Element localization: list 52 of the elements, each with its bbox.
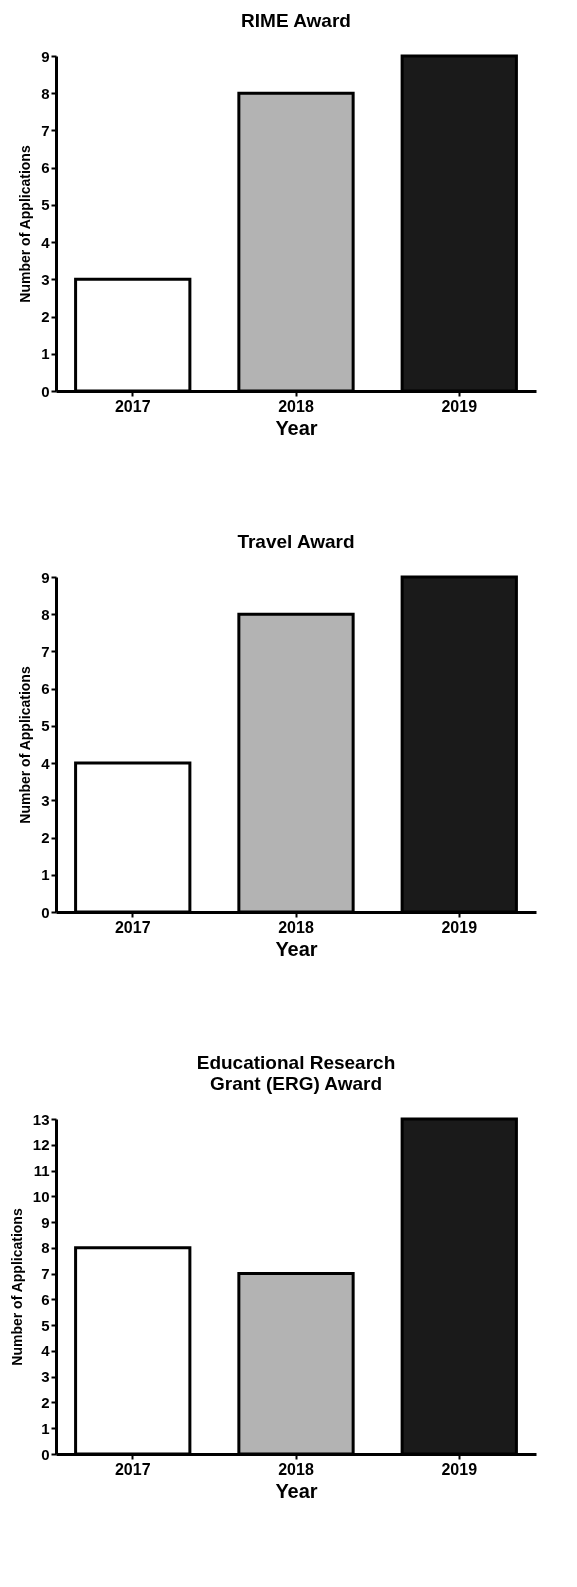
y-tick-label: 5 [41,196,50,214]
y-tick-label: 3 [41,1368,50,1386]
y-axis-title: Number of Applications [8,1208,25,1366]
y-tick-label: 3 [41,791,50,809]
x-tick-label: 2018 [278,1460,314,1478]
y-tick-label: 9 [41,568,50,586]
y-tick-label: 1 [41,866,50,884]
y-tick-label: 11 [33,1162,50,1180]
chart-title: RIME Award [241,10,351,31]
y-tick-label: 0 [41,382,50,400]
y-tick-label: 6 [41,1290,50,1308]
y-tick-label: 6 [41,159,50,177]
y-axis-title: Number of Applications [17,666,34,824]
y-tick-label: 0 [41,903,50,921]
y-tick-label: 4 [41,233,51,251]
y-tick-label: 7 [41,121,50,139]
x-tick-label: 2017 [114,918,151,936]
y-tick-label: 12 [32,1136,50,1154]
x-tick-label: 2018 [278,918,314,936]
y-tick-label: 8 [41,1239,50,1257]
y-tick-label: 2 [41,1393,50,1411]
y-tick-label: 7 [41,1265,50,1283]
y-tick-label: 4 [41,754,51,772]
y-axis-title: Number of Applications [17,145,34,303]
x-tick-label: 2019 [441,918,478,936]
x-tick-label: 2019 [441,1460,478,1478]
x-tick-label: 2018 [278,397,314,415]
y-tick-label: 0 [41,1445,50,1463]
y-tick-label: 2 [41,829,50,847]
chart-title: Travel Award [237,531,355,552]
y-tick-label: 8 [41,605,50,623]
x-axis-title: Year [275,937,318,960]
y-tick-label: 7 [41,642,50,660]
y-tick-label: 8 [41,84,50,102]
x-tick-label: 2019 [441,397,478,415]
y-tick-label: 13 [32,1110,50,1128]
x-tick-label: 2017 [114,1460,151,1478]
y-tick-label: 5 [41,717,50,735]
x-axis-title: Year [275,1479,318,1502]
x-tick-label: 2017 [114,397,151,415]
chart-title: Educational Research Grant (ERG) Award [196,1052,396,1094]
y-tick-label: 10 [32,1187,50,1205]
y-tick-label: 1 [41,1419,50,1437]
y-tick-label: 1 [41,345,50,363]
y-tick-label: 2 [41,308,50,326]
y-tick-label: 5 [41,1316,50,1334]
y-tick-label: 6 [41,680,50,698]
y-tick-label: 9 [41,1213,50,1231]
y-tick-label: 9 [41,47,50,65]
y-tick-label: 4 [41,1342,51,1360]
x-axis-title: Year [275,416,318,439]
y-tick-label: 3 [41,270,50,288]
